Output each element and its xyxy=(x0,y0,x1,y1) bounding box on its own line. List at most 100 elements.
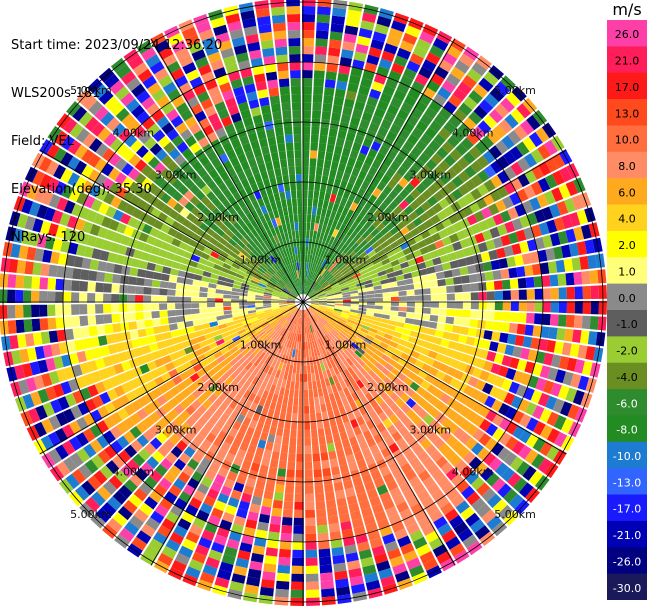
range-gate xyxy=(251,376,260,386)
range-gate xyxy=(510,161,524,176)
range-gate xyxy=(336,399,344,409)
range-gate xyxy=(312,282,318,290)
range-gate xyxy=(199,303,208,308)
range-gate xyxy=(255,350,263,359)
range-gate xyxy=(191,343,201,352)
range-gate xyxy=(508,323,518,334)
range-gate xyxy=(399,241,410,251)
range-gate xyxy=(103,445,117,459)
range-gate xyxy=(330,330,338,338)
range-gate xyxy=(328,278,337,285)
range-gate xyxy=(173,404,185,415)
range-gate xyxy=(305,533,317,542)
range-gate xyxy=(453,414,466,427)
range-gate xyxy=(224,504,237,516)
range-gate xyxy=(292,316,297,324)
range-gate xyxy=(524,449,539,465)
range-gate xyxy=(369,379,379,389)
range-gate xyxy=(486,515,502,531)
range-gate xyxy=(207,112,220,125)
range-gate xyxy=(273,342,280,351)
range-gate xyxy=(271,6,285,16)
range-gate xyxy=(247,310,257,314)
range-gate xyxy=(365,360,375,370)
range-gate xyxy=(474,462,488,476)
range-gate xyxy=(204,332,214,340)
range-gate xyxy=(245,426,255,437)
range-gate xyxy=(291,324,296,333)
range-gate xyxy=(239,441,249,452)
range-gate xyxy=(359,367,368,376)
range-gate xyxy=(399,188,410,200)
range-gate xyxy=(311,315,317,323)
range-gate xyxy=(289,348,294,357)
range-gate xyxy=(257,285,266,290)
range-gate xyxy=(456,229,467,241)
range-gate xyxy=(337,187,345,197)
range-gate xyxy=(471,367,483,379)
range-gate xyxy=(420,113,433,126)
range-gate xyxy=(325,234,332,244)
range-gate xyxy=(449,454,462,467)
range-gate xyxy=(377,440,388,451)
range-gate xyxy=(268,466,278,476)
range-gate xyxy=(223,335,232,343)
range-gate xyxy=(453,427,466,440)
range-gate xyxy=(287,206,293,216)
range-gate xyxy=(309,324,313,333)
range-gate xyxy=(461,318,471,327)
range-gate xyxy=(318,295,327,299)
range-gate xyxy=(354,350,363,358)
range-gate xyxy=(291,290,298,297)
range-gate xyxy=(242,416,252,427)
range-gate xyxy=(79,304,88,315)
range-gate xyxy=(269,144,278,154)
range-gate xyxy=(217,213,228,224)
range-gate xyxy=(250,319,260,325)
range-gate xyxy=(303,310,305,318)
range-gate xyxy=(406,221,417,232)
range-gate xyxy=(346,279,356,285)
range-gate xyxy=(537,144,551,160)
range-gate xyxy=(273,192,281,202)
range-gate xyxy=(415,338,425,347)
range-gate xyxy=(201,529,215,542)
range-gate xyxy=(329,210,337,220)
range-gate xyxy=(178,172,190,184)
range-gate xyxy=(470,174,483,187)
range-gate xyxy=(434,424,447,437)
range-gate xyxy=(403,171,415,182)
range-gate xyxy=(424,373,435,384)
range-gate xyxy=(542,288,551,300)
range-gate xyxy=(258,282,267,288)
range-gate xyxy=(223,290,232,295)
range-gate xyxy=(486,291,495,301)
range-gate xyxy=(51,210,64,224)
range-gate xyxy=(278,151,287,160)
range-gate xyxy=(446,45,462,59)
range-gate xyxy=(155,419,167,431)
range-gate xyxy=(60,168,73,183)
range-gate xyxy=(317,0,332,8)
range-gate xyxy=(362,564,377,576)
range-gate xyxy=(184,346,194,355)
range-gate xyxy=(71,280,80,292)
range-gate xyxy=(304,286,307,295)
range-gate xyxy=(420,380,431,391)
range-gate xyxy=(140,164,153,177)
range-gate xyxy=(432,257,442,266)
range-gate xyxy=(146,102,160,116)
range-gate xyxy=(254,272,263,279)
range-gate xyxy=(187,383,198,393)
range-gate xyxy=(191,314,201,320)
range-gate xyxy=(322,200,329,209)
range-gate xyxy=(448,233,460,244)
range-gate xyxy=(491,399,503,412)
range-gate xyxy=(106,388,118,401)
range-gate xyxy=(278,556,291,566)
range-gate xyxy=(483,452,497,466)
range-gate xyxy=(492,270,502,280)
range-gate xyxy=(302,30,315,39)
range-gate xyxy=(336,586,351,596)
range-gate xyxy=(383,231,393,240)
